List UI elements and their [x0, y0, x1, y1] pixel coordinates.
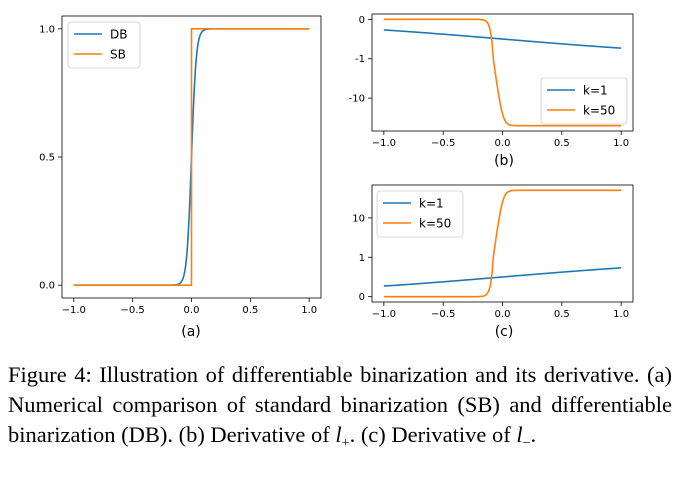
x-tick-label: 1.0 [301, 305, 317, 316]
subplot-label: (b) [494, 153, 514, 169]
legend-box [67, 21, 141, 69]
x-tick-label: 1.0 [613, 309, 629, 320]
x-tick-label: −1.0 [372, 138, 396, 149]
y-tick-label: 0 [359, 292, 365, 303]
y-tick-label: 0.5 [39, 153, 55, 164]
y-tick-label: 1 [359, 253, 365, 264]
legend-label: DB [110, 28, 127, 42]
l-minus-subscript: − [522, 436, 531, 451]
series-line-sb [73, 28, 310, 286]
caption-part2: . (c) Derivative of [349, 422, 517, 447]
x-tick-label: −1.0 [372, 309, 396, 320]
chart-a: −1.0 −0.5 0.0 0.5 1.0 0.0 0.5 1.0 (a) DB SB [39, 15, 322, 340]
legend-label: SB [110, 48, 126, 62]
caption-part3: . [530, 422, 537, 447]
subplot-label: (c) [495, 324, 514, 340]
series-line-k50 [383, 189, 622, 298]
x-tick-label: 0.5 [242, 305, 258, 316]
legend-label: k=50 [419, 217, 451, 231]
series-line-k50 [383, 18, 622, 127]
x-tick-label: −0.5 [120, 305, 144, 316]
figure-caption: Figure 4: Illustration of differentiable… [8, 360, 672, 459]
legend-label: k=1 [583, 84, 608, 98]
l-plus-base: l [335, 422, 342, 447]
figure-4: −1.0 −0.5 0.0 0.5 1.0 0.0 0.5 1.0 (a) DB SB −1.0 −0… [39, 13, 634, 340]
subplot-label: (a) [181, 324, 201, 340]
legend-label: k=1 [419, 197, 444, 211]
chart-c: −1.0 −0.5 0.0 0.5 1.0 0 1 10 (c) k=1 k=50 [352, 184, 634, 340]
y-tick-label: -10 [349, 94, 365, 105]
x-tick-label: 1.0 [613, 138, 629, 149]
y-tick-label: 10 [352, 213, 365, 224]
caption-part1: Figure 4: Illustration of differentiable… [8, 362, 672, 447]
series-line-k1 [383, 29, 622, 49]
y-tick-label: 0.0 [39, 281, 55, 292]
legend: DB SB [67, 21, 141, 69]
l-plus-subscript: + [341, 436, 350, 451]
series-line-k1 [383, 267, 622, 287]
chart-b: −1.0 −0.5 0.0 0.5 1.0 0 -1 -10 (b) k=1 k=50 [349, 13, 634, 169]
legend-label: k=50 [583, 104, 615, 118]
x-tick-label: −0.5 [431, 138, 455, 149]
y-tick-label: -1 [355, 54, 365, 65]
x-tick-label: 0.0 [184, 305, 200, 316]
l-minus-base: l [516, 422, 523, 447]
x-tick-label: 0.5 [554, 138, 570, 149]
x-tick-label: 0.0 [495, 138, 511, 149]
l-plus-symbol: l+ [335, 422, 349, 451]
x-tick-label: 0.5 [554, 309, 570, 320]
l-minus-symbol: l− [516, 422, 530, 451]
legend: k=1 k=50 [540, 77, 628, 125]
x-tick-label: 0.0 [495, 309, 511, 320]
legend: k=1 k=50 [376, 190, 464, 238]
x-tick-label: −0.5 [431, 309, 455, 320]
y-tick-label: 1.0 [39, 24, 55, 35]
x-tick-label: −1.0 [62, 305, 86, 316]
y-tick-label: 0 [359, 15, 365, 26]
